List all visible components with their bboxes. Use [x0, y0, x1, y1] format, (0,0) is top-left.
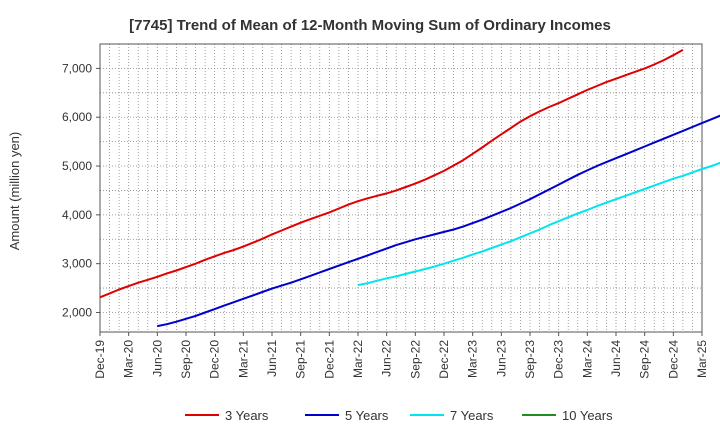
chart-title: [7745] Trend of Mean of 12-Month Moving …	[129, 17, 611, 34]
y-axis-label: Amount (million yen)	[7, 132, 22, 251]
x-tick-label: Jun-23	[494, 340, 508, 377]
y-tick-label: 7,000	[62, 61, 92, 75]
x-tick-label: Mar-20	[122, 340, 136, 378]
x-tick-label: Jun-21	[265, 340, 279, 377]
x-tick-label: Mar-23	[466, 340, 480, 378]
x-tick-label: Dec-21	[322, 340, 336, 379]
y-tick-label: 6,000	[62, 110, 92, 124]
x-tick-label: Dec-20	[208, 340, 222, 379]
series-line-7-years	[357, 161, 720, 287]
x-tick-label: Dec-24	[666, 340, 680, 379]
x-tick-label: Jun-24	[609, 340, 623, 377]
plot-frame	[99, 43, 703, 333]
legend-label-3-years: 3 Years	[225, 408, 269, 423]
x-tick-label: Jun-20	[150, 340, 164, 377]
legend-label-10-years: 10 Years	[562, 408, 613, 423]
x-tick-label: Mar-21	[236, 340, 250, 378]
x-tick-label: Sep-22	[408, 340, 422, 379]
x-tick-label: Sep-20	[179, 340, 193, 379]
legend-label-7-years: 7 Years	[450, 408, 494, 423]
x-tick-label: Mar-22	[351, 340, 365, 378]
x-tick-label: Dec-23	[552, 340, 566, 379]
x-tick-label: Mar-24	[580, 340, 594, 378]
series-line-5-years	[157, 114, 720, 328]
y-tick-label: 2,000	[62, 305, 92, 319]
plot-area: 2,000 3,000 4,000 5,000 6,000 7,000 Dec-19 Mar-…	[62, 43, 720, 379]
y-tick-label: 4,000	[62, 208, 92, 222]
x-tick-label: Mar-25	[695, 340, 709, 378]
series-line-3-years	[99, 49, 684, 299]
x-tick-label: Sep-23	[523, 340, 537, 379]
legend-label-5-years: 5 Years	[345, 408, 389, 423]
x-tick-label: Sep-21	[294, 340, 308, 379]
x-tick-label: Jun-22	[380, 340, 394, 377]
x-tick-label: Sep-24	[638, 340, 652, 379]
y-tick-label: 5,000	[62, 159, 92, 173]
legend: 3 Years 5 Years 7 Years 10 Years	[185, 408, 613, 423]
x-tick-label: Dec-22	[437, 340, 451, 379]
y-tick-label: 3,000	[62, 257, 92, 271]
x-tick-label: Dec-19	[93, 340, 107, 379]
